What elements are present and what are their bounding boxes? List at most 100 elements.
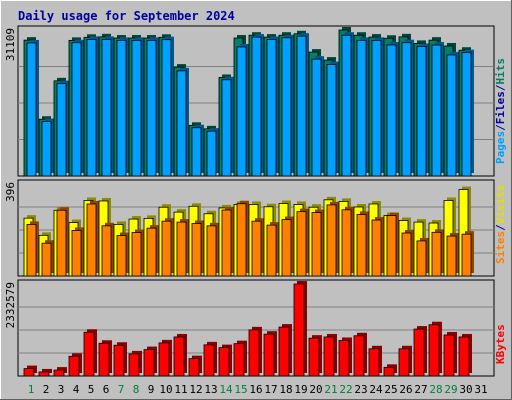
bar-sites-day-8 [131,229,144,277]
bar-sites-day-28 [431,229,444,277]
bar-kbytes-day-14 [218,344,232,377]
bar-files-day-18 [281,34,294,177]
legend-hits-files-pages: Pages/Files/Hits [494,58,507,164]
bar-files-day-21-face [326,64,337,177]
bar-files-day-12-face [191,127,202,177]
bar-sites-day-28-face [431,231,442,277]
bar-files-day-23 [356,37,369,177]
bar-sites-day-20-face [311,212,322,277]
bar-files-day-17-face [266,39,277,177]
x-tick-label: 9 [148,383,155,396]
x-tick-label: 13 [204,383,217,396]
x-tick-label: 31 [474,383,487,396]
bar-sites-day-26 [401,230,414,277]
bar-kbytes-day-28 [428,321,442,377]
x-tick-label: 10 [159,383,172,396]
bar-files-day-8 [131,37,144,177]
x-tick-label: 14 [219,383,233,396]
x-tick-label: 26 [399,383,412,396]
bar-sites-day-13-face [206,225,217,277]
bar-sites-day-8-face [131,232,142,277]
bar-kbytes-day-2-face [38,371,50,377]
bar-kbytes-day-15 [233,340,247,377]
bar-kbytes-day-10-face [158,342,170,377]
bar-sites-day-3 [56,207,69,277]
bar-kbytes-day-5 [83,329,97,377]
x-tick-label: 7 [118,383,125,396]
bar-kbytes-day-29 [443,331,457,377]
bar-sites-day-30-face [461,233,472,277]
bar-files-day-18-face [281,37,292,177]
bar-files-day-8-face [131,39,142,177]
bar-kbytes-day-25 [383,364,397,377]
bar-sites-day-13 [206,222,219,277]
bar-files-day-5-face [86,39,97,177]
bar-kbytes-day-20-face [308,337,320,377]
bar-sites-day-22 [341,206,354,277]
bar-sites-day-14-face [221,209,232,277]
bar-sites-day-11 [176,219,189,277]
bar-files-day-12 [191,124,204,177]
bar-kbytes-day-22 [338,337,352,377]
bar-kbytes-day-10 [158,339,172,377]
bar-files-day-15 [236,43,249,177]
bar-files-day-28 [431,42,444,177]
bar-files-day-1 [26,39,39,177]
bar-files-day-6 [101,36,114,177]
chart-panels: 31109Pages/Files/Hits396Sites/Visits2332… [4,25,507,377]
bar-kbytes-day-27-face [413,328,425,377]
bar-kbytes-day-13 [203,341,217,377]
bar-kbytes-day-22-face [338,340,350,377]
x-tick-label: 5 [88,383,95,396]
bar-files-day-4-face [71,42,82,177]
bar-kbytes-day-3-face [53,369,65,377]
bar-files-day-17 [266,36,279,177]
bar-sites-day-7-face [116,235,127,277]
bar-kbytes-day-19-face [293,283,305,377]
bar-kbytes-day-1-face [23,368,35,377]
bar-files-day-7 [116,37,129,177]
bar-files-day-4 [71,39,84,177]
x-tick-label: 3 [58,383,65,396]
bar-kbytes-day-11 [173,333,187,377]
bar-kbytes-day-14-face [218,347,230,377]
bar-sites-day-23-face [356,214,367,277]
bar-kbytes-day-12 [188,355,202,377]
bar-kbytes-day-2 [38,368,52,377]
bar-files-day-13-face [206,130,217,177]
bar-kbytes-day-21 [323,333,337,377]
bar-sites-day-24-face [371,219,382,277]
x-tick-label: 24 [369,383,383,396]
bar-sites-day-3-face [56,209,67,277]
bar-kbytes-day-7-face [113,344,125,377]
x-tick-labels: 1 2 3 4 5 6 7 8 9 10 11 12 13 14 15 16 17 18 19 20 21 22 23 24 2… [28,383,488,396]
bar-kbytes-day-21-face [323,336,335,377]
bar-files-day-16 [251,34,264,177]
bar-files-day-24 [371,37,384,177]
bar-sites-day-29-face [446,235,457,277]
bar-kbytes-day-1 [23,365,37,377]
bar-kbytes-day-18-face [278,326,290,377]
bar-kbytes-day-19 [293,281,307,377]
bar-files-day-20 [311,56,324,177]
bar-files-day-10 [161,36,174,177]
legend-entry: / [494,84,507,91]
x-tick-label: 11 [174,383,187,396]
bar-sites-day-20 [311,209,324,277]
chart-title: Daily usage for September 2024 [18,9,235,23]
bar-kbytes-day-6 [98,340,112,377]
bar-kbytes-day-9-face [143,349,155,377]
x-tick-label: 28 [429,383,442,396]
bar-files-day-19-face [296,35,307,177]
legend-entry: Sites [494,231,507,264]
bar-files-day-13 [206,128,219,177]
bar-files-day-25-face [386,44,397,177]
bar-sites-day-17 [266,222,279,277]
bar-sites-day-24 [371,217,384,277]
bar-files-day-25 [386,41,399,177]
bar-kbytes-day-24 [368,345,382,377]
bar-files-day-3 [56,80,69,177]
bar-sites-day-9 [146,225,159,277]
panel-visits-sites: 396 Sites/Visits [4,179,507,277]
